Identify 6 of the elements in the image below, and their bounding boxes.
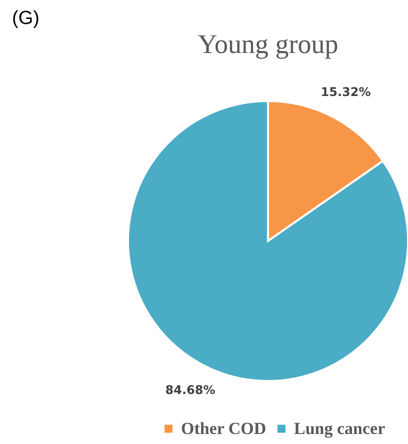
chart-title: Young group [198,29,338,59]
legend-label: Lung cancer [294,418,386,438]
text: (G) [12,8,40,29]
data-label: 84.68% [165,382,216,397]
data-label: 15.32% [320,85,371,100]
legend-label: Other COD [181,418,266,438]
